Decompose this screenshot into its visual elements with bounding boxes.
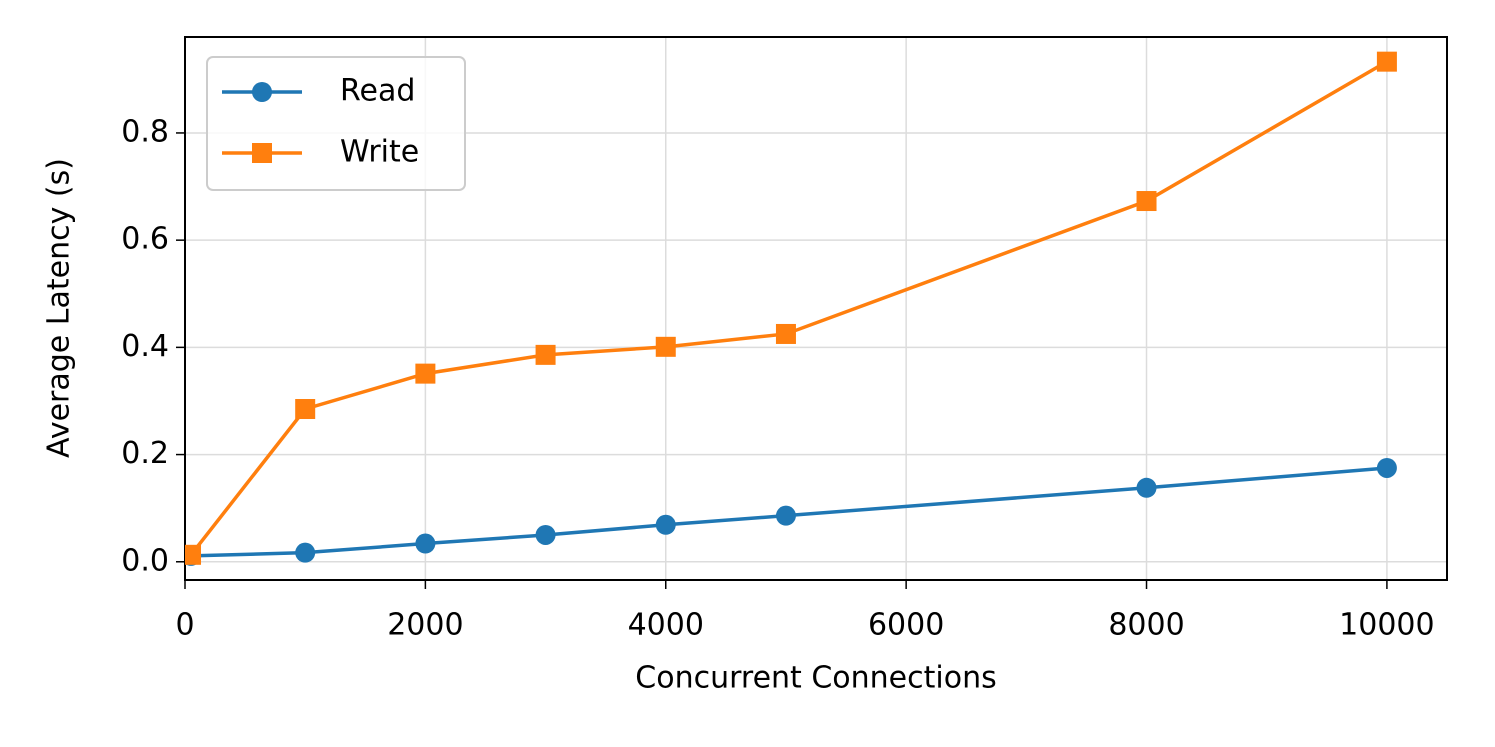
x-tick-label: 0 (175, 608, 194, 643)
y-tick-label: 0.4 (121, 329, 169, 364)
marker (1136, 477, 1157, 498)
x-tick-label: 10000 (1339, 608, 1434, 643)
x-tick-label: 6000 (868, 608, 944, 643)
series-line (190, 466, 1388, 558)
marker (295, 542, 316, 563)
y-axis-label: Average Latency (s) (42, 158, 77, 458)
series-line (189, 60, 1388, 556)
y-tick-label: 0.8 (121, 114, 169, 149)
marker (1376, 51, 1397, 72)
marker (415, 533, 436, 554)
plot-frame (184, 36, 1448, 581)
marker (415, 363, 436, 384)
marker (535, 344, 556, 365)
marker (185, 544, 202, 565)
marker (1376, 457, 1397, 478)
x-tick-label: 2000 (387, 608, 463, 643)
y-tick-label: 0.6 (121, 222, 169, 257)
marker (295, 399, 316, 420)
y-tick-label: 0.0 (121, 543, 169, 578)
marker (655, 336, 676, 357)
legend-label: Read (340, 74, 415, 109)
marker (535, 524, 556, 545)
legend-box (206, 56, 466, 191)
y-tick-label: 0.2 (121, 436, 169, 471)
x-tick-label: 8000 (1108, 608, 1184, 643)
x-tick-label: 4000 (628, 608, 704, 643)
x-axis-label: Concurrent Connections (635, 661, 996, 696)
marker (1136, 191, 1157, 212)
marker (252, 82, 272, 102)
plot-area (185, 51, 1397, 566)
marker (655, 514, 676, 535)
marker (775, 323, 796, 344)
legend-label: Write (340, 135, 419, 170)
marker (775, 505, 796, 526)
marker (252, 143, 272, 163)
